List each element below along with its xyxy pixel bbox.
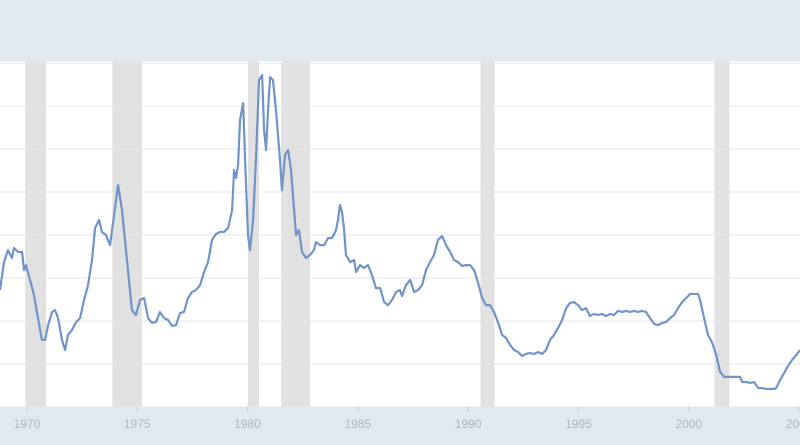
- x-tick-label: 2005: [786, 417, 800, 431]
- recession-band: [112, 61, 142, 407]
- x-tick-label: 2000: [675, 417, 702, 431]
- x-tick-label: 1975: [124, 417, 151, 431]
- header-band: [0, 0, 800, 61]
- x-tick-label: 1985: [345, 417, 372, 431]
- recession-band: [25, 61, 47, 407]
- plot-area: [0, 61, 800, 412]
- x-tick-label: 1990: [455, 417, 482, 431]
- recession-band: [714, 61, 730, 407]
- x-tick-label: 1995: [565, 417, 592, 431]
- axis-band: [0, 407, 800, 445]
- recession-band: [480, 61, 495, 407]
- x-tick-label: 1980: [234, 417, 261, 431]
- data-line: [0, 74, 800, 391]
- x-tick-label: 1970: [14, 417, 41, 431]
- recession-band: [247, 61, 260, 407]
